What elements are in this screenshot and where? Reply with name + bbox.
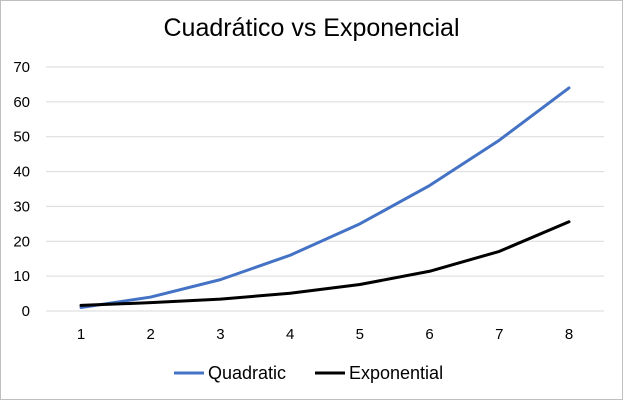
series-line-quadratic [79,86,571,310]
y-tick-label-50: 50 [13,129,30,146]
x-tick-label-8: 8 [565,326,573,343]
chart-title: Cuadrático vs Exponencial [163,14,460,42]
legend-label-exponential: Exponential [349,363,443,383]
series-line-exponential [79,220,571,307]
x-tick-label-5: 5 [356,326,364,343]
y-tick-label-0: 0 [22,303,30,320]
gridlines [46,66,604,312]
y-tick-label-30: 30 [13,198,30,215]
x-tick-label-3: 3 [216,326,224,343]
x-tick-label-4: 4 [286,326,294,343]
x-tick-label-7: 7 [495,326,503,343]
x-axis-tick-labels: 1 2 3 4 5 6 7 8 [77,326,573,343]
y-tick-label-60: 60 [13,94,30,111]
legend-label-quadratic: Quadratic [208,363,286,383]
y-tick-label-20: 20 [13,233,30,250]
x-tick-label-6: 6 [425,326,433,343]
x-tick-label-1: 1 [77,326,85,343]
series-lines [79,86,571,310]
x-tick-label-2: 2 [147,326,155,343]
legend: Quadratic Exponential [174,363,443,383]
y-axis-tick-labels: 0 10 20 30 40 50 60 70 [13,59,30,320]
y-tick-label-10: 10 [13,268,30,285]
y-tick-label-40: 40 [13,164,30,181]
y-tick-label-70: 70 [13,59,30,76]
